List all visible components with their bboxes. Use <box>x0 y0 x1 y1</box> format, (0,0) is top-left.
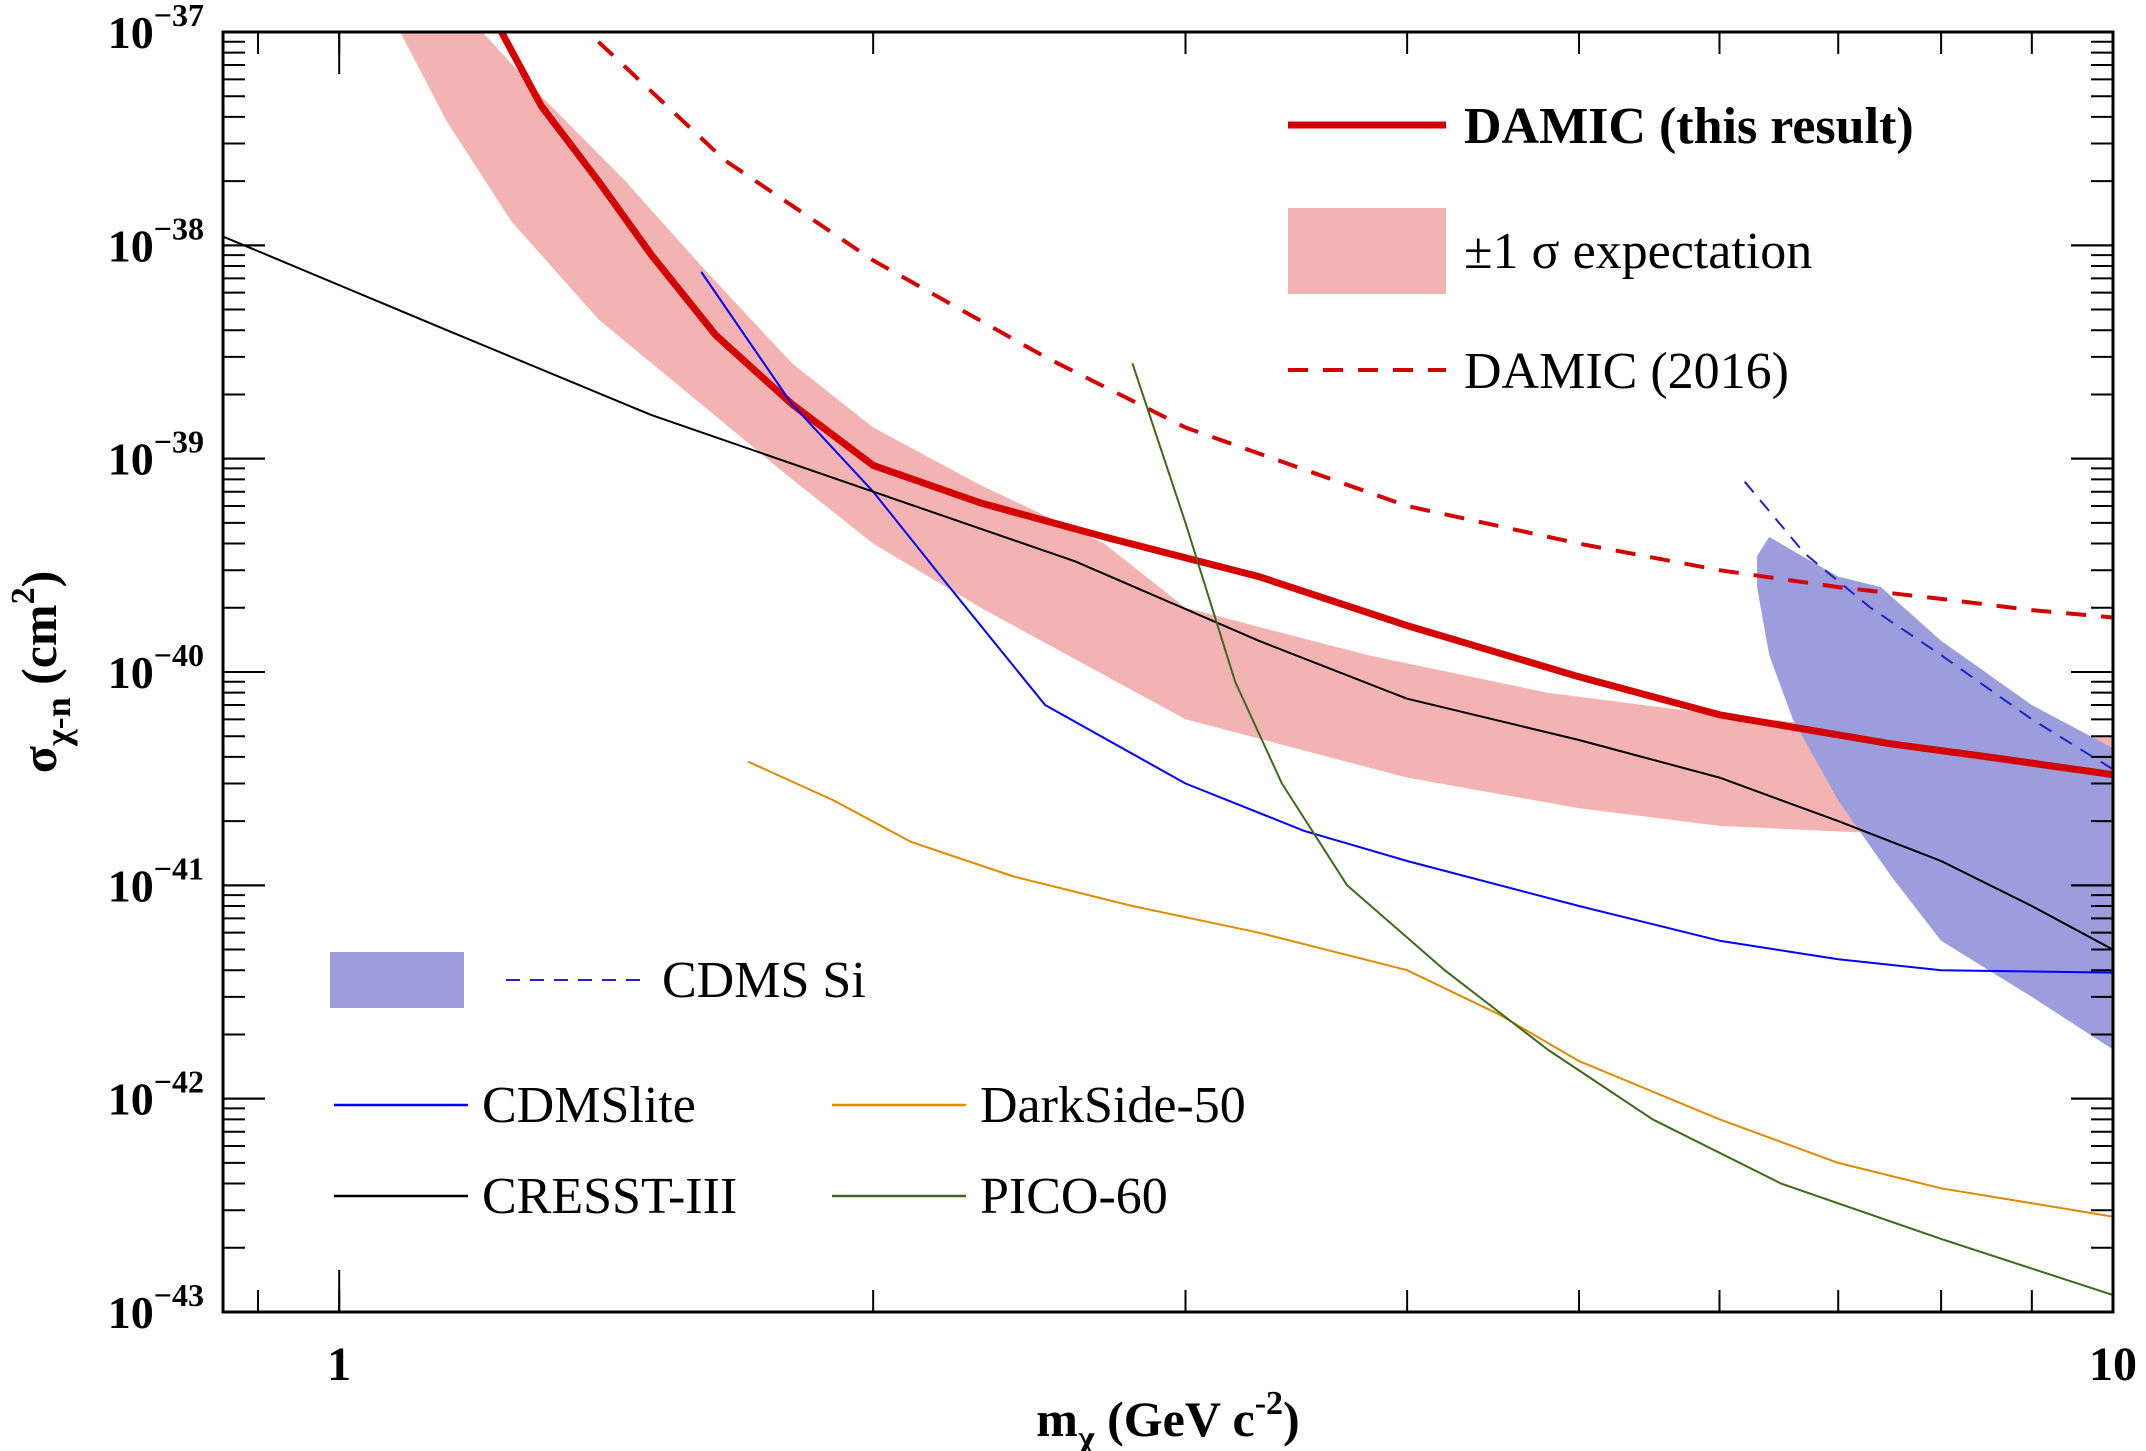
legend-label: CDMS Si <box>662 952 866 1009</box>
legend-label: ±1 σ expectation <box>1464 223 1812 280</box>
y-tick-label: 10−37 <box>108 0 204 58</box>
legend-entry-cdms-si: CDMS Si <box>330 952 866 1009</box>
y-tick-label: 10−41 <box>108 850 204 911</box>
series-line-darkside-50 <box>747 760 2113 1218</box>
legend-entry-cresst-iii: CRESST-III <box>334 1168 737 1225</box>
legend-label: DAMIC (this result) <box>1464 98 1914 155</box>
legend-label: DAMIC (2016) <box>1464 343 1789 400</box>
series-line-cresst-iii <box>223 235 2113 951</box>
legend-label: CRESST-III <box>482 1168 737 1225</box>
y-tick-label: 10−38 <box>108 210 204 271</box>
y-axis-title: σχ-n (cm2) <box>5 571 78 774</box>
x-axis-title: mχ (GeV c-2) <box>1036 1385 1299 1451</box>
series-line-damic-2016 <box>597 40 2113 620</box>
axes-layer: 10−37 10−38 10−39 10−40 10−41 10−42 10−43 1 10 mχ… <box>5 0 2137 1451</box>
legend-entry-damic-2016: DAMIC (2016) <box>1288 343 1789 400</box>
legend-entry-darkside-50: DarkSide-50 <box>832 1077 1246 1134</box>
x-tick-label: 10 <box>2089 1338 2137 1391</box>
legend-label: PICO-60 <box>980 1168 1168 1225</box>
y-tick-label: 10−43 <box>108 1277 204 1338</box>
legend-label: CDMSlite <box>482 1077 696 1134</box>
y-tick-label: 10−40 <box>108 637 204 698</box>
legend-entry-cdmslite: CDMSlite <box>334 1077 696 1134</box>
x-tick-label: 1 <box>327 1338 351 1391</box>
legend-entry-1-expectation: ±1 σ expectation <box>1288 208 1812 294</box>
legend-entry-pico-60: PICO-60 <box>832 1168 1168 1225</box>
legend-swatch <box>1288 208 1446 294</box>
series-line-damic-this-result <box>497 32 2113 779</box>
y-tick-label: 10−42 <box>108 1064 204 1125</box>
y-tick-label: 10−39 <box>108 424 204 485</box>
legend-label: DarkSide-50 <box>980 1077 1246 1134</box>
legend: DAMIC (this result) ±1 σ expectation DAMIC… <box>330 98 1914 1225</box>
legend-swatch-band <box>330 952 464 1008</box>
series-line-pico-60 <box>1131 362 2113 1297</box>
legend-entry-damic-this-result: DAMIC (this result) <box>1288 98 1914 155</box>
data-layer <box>223 32 2113 1297</box>
series-band-cdms-si <box>1757 536 2113 1050</box>
